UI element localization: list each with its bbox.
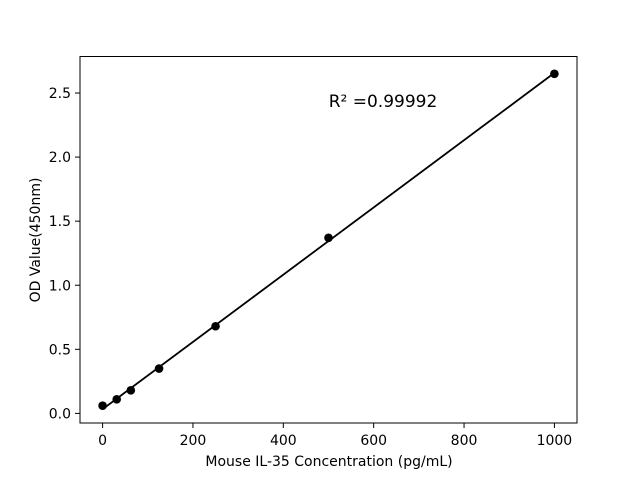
data-point xyxy=(550,69,559,79)
x-tick-label: 800 xyxy=(451,433,478,449)
x-tick-label: 1000 xyxy=(537,433,573,449)
y-tick-label: 1.0 xyxy=(49,278,71,294)
chart-layers: 0 200 400 600 800 1000 0.0 0.5 1.0 1.5 2.0 2.5 xyxy=(49,56,578,449)
x-tick-label: 200 xyxy=(180,433,207,449)
r-squared-annotation: R² =0.99992 xyxy=(329,92,438,112)
data-point xyxy=(154,364,164,373)
x-tick-label: 600 xyxy=(360,433,387,449)
data-point xyxy=(126,386,136,395)
data-point xyxy=(211,321,220,331)
y-tick-label: 2.5 xyxy=(49,86,71,102)
x-tick-label: 0 xyxy=(98,433,107,449)
y-tick-label: 2.0 xyxy=(49,150,71,166)
x-tick-label: 400 xyxy=(270,433,297,449)
y-tick-label: 0.5 xyxy=(49,342,71,358)
y-tick-label: 0.0 xyxy=(49,406,71,422)
data-point xyxy=(324,233,333,243)
data-point xyxy=(112,394,122,404)
y-axis-label: OD Value(450nm) xyxy=(28,178,44,303)
x-axis-label: Mouse IL-35 Concentration (pg/mL) xyxy=(205,454,452,470)
data-point xyxy=(98,401,107,411)
y-tick-label: 1.5 xyxy=(49,214,71,230)
plot-border xyxy=(79,56,578,424)
